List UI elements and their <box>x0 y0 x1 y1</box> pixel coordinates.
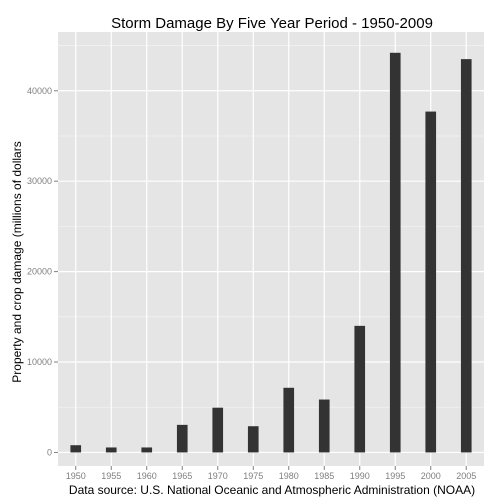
bar-1995 <box>389 52 401 453</box>
bar-1980 <box>283 387 295 453</box>
x-tick-label: 1995 <box>385 471 405 481</box>
y-tick-label: 20000 <box>27 267 52 277</box>
y-tick-label: 0 <box>47 447 52 457</box>
bar-1960 <box>141 447 153 453</box>
bar-1970 <box>212 407 224 453</box>
y-axis: 0 10000 20000 30000 40000 <box>27 86 58 457</box>
x-tick-label: 1990 <box>350 471 370 481</box>
bar-1955 <box>105 447 117 453</box>
x-tick-label: 1970 <box>208 471 228 481</box>
x-axis-title: Data source: U.S. National Oceanic and A… <box>69 483 475 497</box>
bar-2005 <box>460 59 472 453</box>
plot-panel <box>58 32 484 466</box>
y-axis-title: Property and crop damage (millions of do… <box>10 141 24 382</box>
y-tick-label: 40000 <box>27 86 52 96</box>
chart-title: Storm Damage By Five Year Period - 1950-… <box>111 15 433 32</box>
x-tick-label: 1955 <box>101 471 121 481</box>
bar-1950 <box>70 445 82 453</box>
bar-1990 <box>354 325 366 453</box>
x-tick-label: 1985 <box>314 471 334 481</box>
x-axis: 1950 1955 1960 1965 1970 1975 1980 1985 1990 1995… <box>66 466 476 481</box>
x-tick-label: 1980 <box>279 471 299 481</box>
bar-1985 <box>318 399 330 453</box>
bar-1965 <box>176 424 188 453</box>
x-tick-label: 1975 <box>243 471 263 481</box>
bar-2000 <box>425 111 437 453</box>
x-tick-label: 2000 <box>421 471 441 481</box>
x-tick-label: 1950 <box>66 471 86 481</box>
bars <box>70 52 472 453</box>
y-tick-label: 30000 <box>27 176 52 186</box>
bar-1975 <box>247 426 259 453</box>
x-tick-label: 1960 <box>137 471 157 481</box>
y-tick-label: 10000 <box>27 357 52 367</box>
x-tick-label: 2005 <box>456 471 476 481</box>
x-tick-label: 1965 <box>172 471 192 481</box>
